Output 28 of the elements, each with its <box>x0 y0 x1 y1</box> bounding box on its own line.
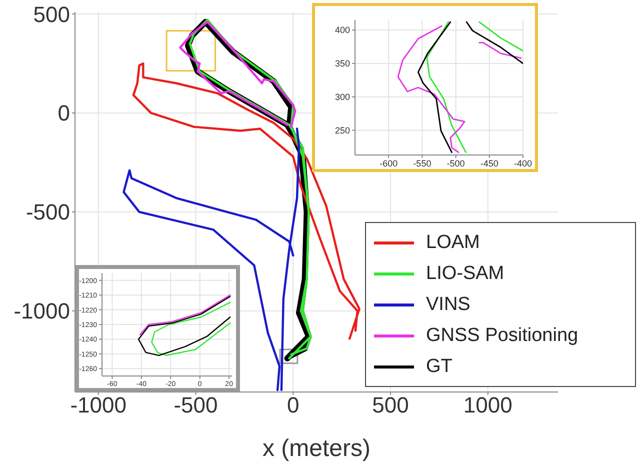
x-axis-title: x (meters) <box>262 435 370 462</box>
x-tick-label: -500 <box>446 158 465 168</box>
x-tick-label: 1000 <box>463 392 512 418</box>
legend-label: VINS <box>426 294 470 316</box>
y-tick-label: 350 <box>334 58 350 69</box>
y-tick-label: 500 <box>33 2 70 27</box>
legend-label: GNSS Positioning <box>426 324 578 346</box>
x-tick-label: -600 <box>380 158 398 168</box>
line-series <box>132 62 360 340</box>
line-series <box>139 294 231 336</box>
y-tick-label: 250 <box>334 125 350 136</box>
y-tick-label: -500 <box>26 200 70 225</box>
y-tick-label: 300 <box>334 92 350 102</box>
x-tick-label: -400 <box>514 158 532 168</box>
x-tick-label: 500 <box>372 392 409 418</box>
line-series <box>138 296 231 356</box>
x-tick-label: -550 <box>413 158 432 168</box>
legend-label: LOAM <box>426 232 480 254</box>
legend-label: GT <box>426 356 452 378</box>
y-tick-label: -1000 <box>14 298 70 324</box>
line-series <box>179 20 296 128</box>
y-tick-label: 0 <box>58 100 70 126</box>
x-tick-label: 0 <box>287 392 300 418</box>
legend-label: LIO-SAM <box>426 262 504 284</box>
line-series <box>151 302 231 356</box>
y-tick-label: 400 <box>334 25 350 36</box>
x-tick-label: -500 <box>174 392 218 418</box>
x-tick-label: -450 <box>480 158 498 168</box>
